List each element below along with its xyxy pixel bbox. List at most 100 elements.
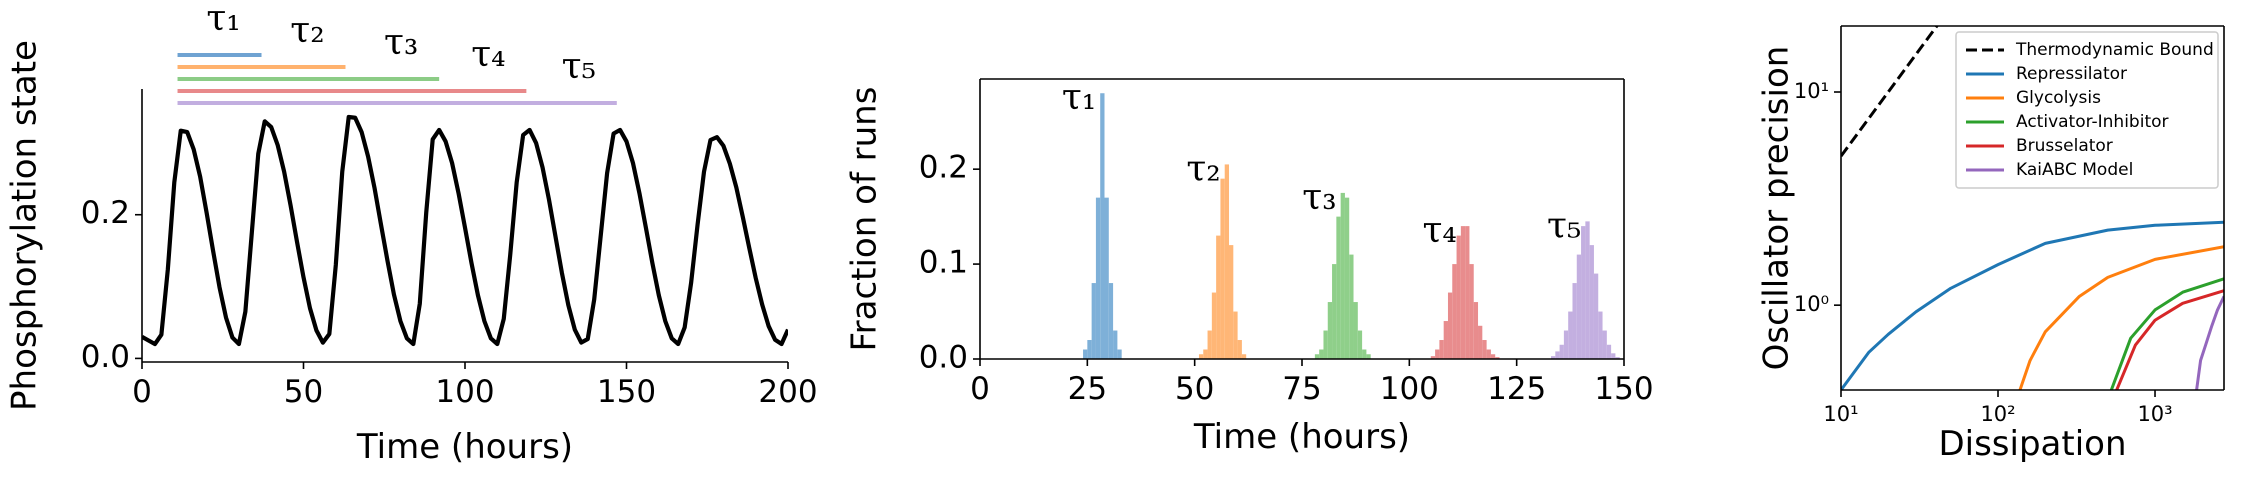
hist-bar	[1211, 292, 1217, 359]
legend-label: KaiABC Model	[2016, 160, 2133, 180]
hist-bar	[1319, 349, 1324, 359]
hist-bar	[1473, 302, 1479, 359]
hist-bar	[1581, 226, 1586, 359]
hist-bar	[1314, 354, 1320, 359]
hist-bar	[1083, 349, 1088, 359]
hist-bar	[1430, 356, 1436, 359]
hist-bar	[1456, 235, 1461, 359]
legend-label: Thermodynamic Bound	[2015, 40, 2214, 60]
hist-bar	[1203, 349, 1208, 359]
hist-bar	[1362, 349, 1367, 359]
hist-bar	[1439, 340, 1444, 359]
series-label: τ₅	[1547, 205, 1581, 246]
y-tick-label: 0.2	[81, 195, 130, 231]
hist-bar	[1100, 93, 1105, 359]
hist-bar	[1229, 245, 1234, 359]
x-tick-label: 50	[284, 374, 323, 410]
hist-bar	[1332, 264, 1337, 359]
hist-bar	[1589, 245, 1594, 359]
span-label: τ₂	[290, 10, 324, 51]
hist-bar	[1340, 192, 1345, 359]
series-label: τ₃	[1302, 177, 1336, 218]
hist-bar	[1611, 353, 1616, 359]
x-tick-label: 50	[1175, 371, 1214, 407]
hist-bar	[1091, 283, 1096, 359]
series-label: τ₂	[1186, 148, 1220, 189]
hist-bar	[1602, 330, 1607, 359]
span-label: τ₄	[471, 34, 505, 75]
line-series	[1841, 26, 1939, 158]
hist-bar	[1606, 344, 1612, 359]
hist-bar	[1615, 357, 1620, 359]
x-tick-label: 25	[1068, 371, 1107, 407]
hist-bar	[1563, 330, 1569, 359]
x-tick-label: 100	[435, 374, 494, 410]
x-tick-label: 0	[970, 371, 990, 407]
line-series	[2195, 295, 2224, 390]
hist-bar	[1095, 197, 1101, 359]
x-tick-label: 150	[597, 374, 656, 410]
span-label: τ₁	[206, 0, 240, 39]
hist-bar	[1357, 330, 1363, 359]
hist-bar	[1087, 340, 1092, 359]
y-tick-label: 0.0	[919, 340, 968, 376]
hist-bar	[1576, 254, 1582, 359]
hist-bar	[1117, 349, 1122, 359]
hist-bar	[1469, 264, 1474, 359]
x-axis-label: Dissipation	[1938, 424, 2126, 464]
y-tick-label: 0.0	[81, 339, 130, 375]
hist-bar	[1108, 283, 1114, 359]
x-tick-label: 200	[758, 374, 817, 410]
y-axis-label: Oscillator precision	[1757, 46, 1797, 371]
hist-bar	[1598, 311, 1603, 359]
hist-bar	[1443, 321, 1448, 359]
x-tick-label: 10³	[2137, 402, 2172, 426]
y-tick-label: 10⁰	[1794, 292, 1829, 316]
hist-bar	[1366, 354, 1371, 359]
x-tick-label: 100	[1380, 371, 1439, 407]
hist-bar	[1572, 283, 1577, 359]
y-tick-label: 0.1	[919, 245, 968, 281]
hist-bar	[1478, 325, 1483, 359]
hist-bar	[1486, 349, 1491, 359]
hist-bar	[1353, 302, 1358, 359]
x-tick-label: 125	[1487, 371, 1546, 407]
hist-bar	[1465, 226, 1470, 359]
x-tick-label: 10¹	[1823, 402, 1858, 426]
hist-bar	[1460, 226, 1466, 359]
y-tick-label: 10¹	[1794, 79, 1829, 103]
y-tick-label: 0.2	[919, 150, 968, 186]
hist-bar	[1435, 349, 1440, 359]
hist-bar	[1224, 164, 1230, 359]
x-tick-label: 10²	[1980, 402, 2015, 426]
y-axis-label: Phosphorylation state	[5, 40, 45, 411]
line-series	[2115, 289, 2224, 390]
hist-bar	[1593, 273, 1599, 359]
hist-bar	[1323, 330, 1328, 359]
hist-bar	[1585, 221, 1590, 359]
span-label: τ₃	[384, 22, 418, 63]
x-axis-label: Time (hours)	[356, 427, 573, 467]
hist-bar	[1452, 264, 1457, 359]
hist-bar	[1555, 351, 1560, 359]
y-axis-label: Fraction of runs	[845, 87, 885, 352]
hist-bar	[1327, 302, 1333, 359]
hist-bar	[1113, 330, 1118, 359]
series-label: τ₁	[1062, 77, 1096, 118]
hist-bar	[1336, 216, 1341, 359]
line-series	[142, 114, 788, 347]
hist-bar	[1241, 354, 1247, 359]
hist-bar	[1344, 197, 1350, 359]
hist-bar	[1198, 354, 1204, 359]
x-tick-label: 150	[1594, 371, 1653, 407]
hist-bar	[1216, 235, 1221, 359]
hist-bar	[1490, 354, 1496, 359]
hist-bar	[1495, 357, 1500, 359]
hist-bar	[1482, 340, 1487, 359]
hist-bar	[1207, 330, 1212, 359]
hist-bar	[1104, 197, 1109, 359]
hist-bar	[1349, 254, 1354, 359]
hist-bar	[1559, 344, 1564, 359]
hist-bar	[1551, 356, 1556, 359]
